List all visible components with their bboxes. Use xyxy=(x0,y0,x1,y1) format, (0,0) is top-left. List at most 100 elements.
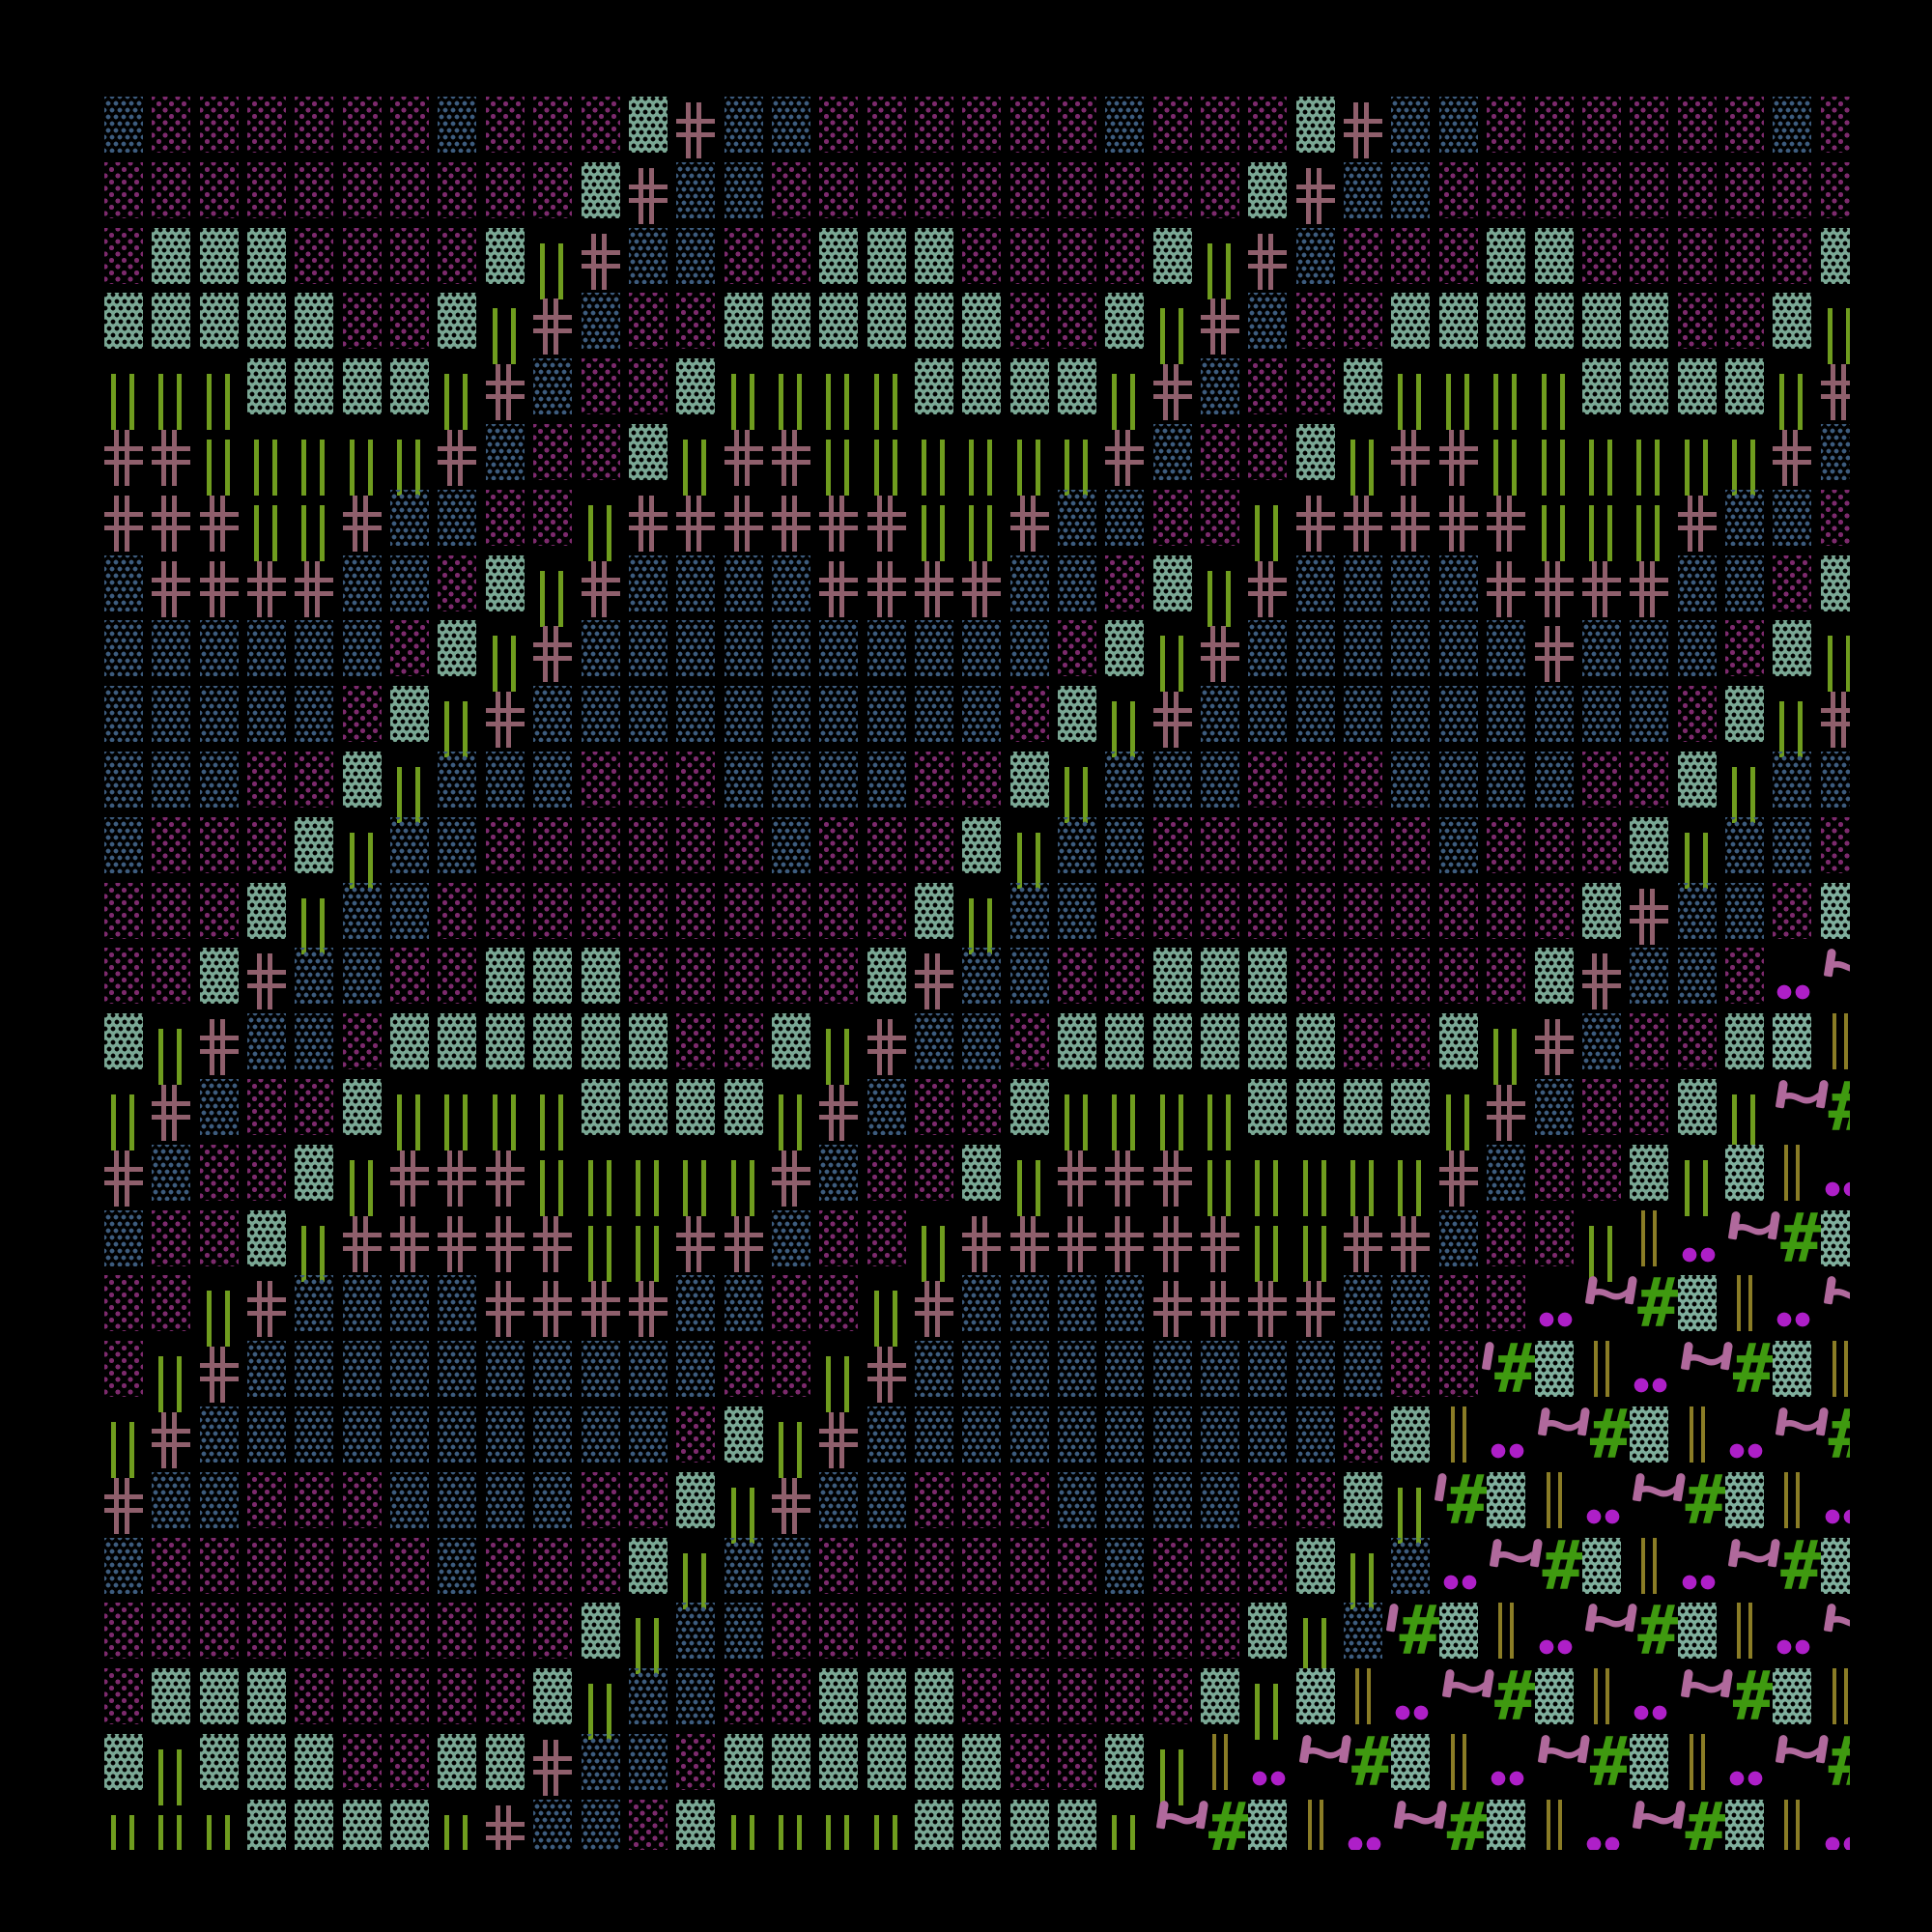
texture-cell-teal-dark-shade xyxy=(676,1799,716,1850)
texture-cell-teal-dark-shade xyxy=(771,1734,810,1790)
texture-cell-purple-light-shade xyxy=(438,161,477,218)
texture-cell-purple-light-shade xyxy=(1630,97,1669,153)
texture-cell-green-double-bar xyxy=(438,1094,477,1151)
tilde-icon: ~ xyxy=(1726,1181,1775,1272)
texture-cell-rose-double-cross xyxy=(485,692,525,749)
texture-cell-green-double-bar xyxy=(1581,504,1621,561)
texture-cell-teal-dark-shade xyxy=(1630,358,1669,415)
texture-cell-blue-medium-shade xyxy=(581,1406,620,1463)
texture-cell-rose-double-cross xyxy=(1201,298,1240,355)
texture-cell-purple-light-shade xyxy=(581,816,620,873)
texture-cell-rose-double-cross xyxy=(1248,1281,1288,1338)
texture-cell-blue-medium-shade xyxy=(438,1406,477,1463)
texture-cell-purple-light-shade xyxy=(247,1603,287,1660)
texture-cell-purple-light-shade xyxy=(819,161,859,218)
texture-cell-purple-light-shade xyxy=(676,1734,716,1790)
texture-cell-rose-double-cross xyxy=(152,1085,191,1141)
texture-cell-purple-light-shade xyxy=(1677,227,1717,284)
texture-cell-teal-dark-shade xyxy=(914,1799,953,1850)
texture-cell-blue-medium-shade xyxy=(1344,1603,1383,1660)
texture-cell-purple-light-shade xyxy=(1581,752,1621,808)
texture-cell-purple-light-shade xyxy=(247,1144,287,1201)
texture-cell-purple-light-shade xyxy=(914,161,953,218)
hash-icon: # xyxy=(1589,1395,1631,1474)
hash-icon: # xyxy=(1732,1657,1775,1737)
texture-cell-teal-dark-shade xyxy=(962,358,1002,415)
texture-cell-teal-dark-shade xyxy=(247,1209,287,1266)
texture-cell-purple-light-shade xyxy=(438,554,477,611)
texture-pattern-frame: ~~#~#~#~#~#~#~##~#~#~##~#~~#~#~#~#~#~#~#… xyxy=(82,82,1850,1850)
texture-cell-purple-light-shade xyxy=(1009,293,1049,350)
texture-cell-rose-double-cross xyxy=(485,1804,525,1850)
texture-cell-apostrophe-hash: # xyxy=(1577,1401,1631,1468)
texture-cell-olive-double-bar xyxy=(1438,1734,1478,1790)
texture-cell-purple-light-shade xyxy=(628,882,668,939)
texture-cell-blue-medium-shade xyxy=(962,1013,1002,1070)
texture-cell-apostrophe-hash: # xyxy=(1672,1794,1726,1850)
texture-cell-rose-double-cross xyxy=(1534,626,1574,683)
texture-cell-blue-medium-shade xyxy=(390,1471,430,1528)
texture-cell-olive-double-bar xyxy=(1581,1341,1621,1398)
hash-icon: # xyxy=(1829,1401,1850,1468)
texture-cell-green-double-bar xyxy=(152,1749,191,1805)
texture-cell-green-double-bar xyxy=(199,440,239,496)
texture-cell-blue-medium-shade xyxy=(199,1406,239,1463)
texture-cell-blue-medium-shade xyxy=(390,816,430,873)
texture-cell-teal-dark-shade xyxy=(581,948,620,1005)
texture-cell-blue-medium-shade xyxy=(1773,489,1812,546)
texture-cell-teal-dark-shade xyxy=(533,1013,573,1070)
texture-cell-teal-dark-shade xyxy=(342,752,382,808)
texture-cell-green-double-bar xyxy=(1105,1814,1145,1850)
texture-cell-blue-medium-shade xyxy=(1009,554,1049,611)
texture-cell-green-double-bar xyxy=(1058,767,1096,823)
texture-cell-teal-checker-small xyxy=(1391,1734,1431,1790)
texture-cell-purple-light-shade xyxy=(199,1537,239,1594)
texture-cell-teal-dark-shade xyxy=(390,1013,430,1070)
texture-cell-blue-medium-shade xyxy=(342,554,382,611)
texture-cell-rose-double-cross xyxy=(867,1019,906,1076)
texture-cell-rose-double-cross xyxy=(438,430,477,486)
texture-cell-blue-medium-shade xyxy=(962,1341,1002,1398)
texture-cell-teal-dark-shade xyxy=(1630,816,1669,873)
texture-cell-teal-checker-small xyxy=(1487,1799,1526,1850)
texture-cell-blue-medium-shade xyxy=(390,554,430,611)
texture-cell-teal-dark-shade xyxy=(1677,358,1717,415)
texture-cell-purple-light-shade xyxy=(581,358,620,415)
apostrophe-icon xyxy=(1434,1472,1448,1502)
texture-cell-purple-light-shade xyxy=(1248,1471,1288,1528)
texture-cell-teal-dark-shade xyxy=(295,358,334,415)
tilde-icon: ~ xyxy=(1679,1640,1726,1731)
hash-icon: # xyxy=(1589,1722,1631,1802)
hash-icon: # xyxy=(1685,1460,1726,1540)
texture-cell-purple-light-shade xyxy=(1724,161,1764,218)
texture-cell-blue-medium-shade xyxy=(867,1471,906,1528)
texture-cell-purple-light-shade xyxy=(1058,97,1096,153)
texture-cell-purple-light-shade xyxy=(295,97,334,153)
texture-cell-green-double-bar xyxy=(1487,374,1526,431)
texture-cell-purple-light-shade xyxy=(1487,161,1526,218)
texture-cell-blue-medium-shade xyxy=(1105,752,1145,808)
texture-cell-teal-checker-small xyxy=(1773,1013,1812,1070)
texture-cell-purple-light-shade xyxy=(724,1668,763,1725)
texture-cell-rose-double-cross xyxy=(533,626,573,683)
texture-cell-purple-light-shade xyxy=(1344,227,1383,284)
hash-icon: # xyxy=(1399,1591,1440,1671)
texture-cell-rose-double-cross xyxy=(1773,430,1812,486)
texture-cell-rose-double-cross xyxy=(533,298,573,355)
texture-cell-green-double-bar xyxy=(1344,1159,1383,1216)
texture-cell-green-double-bar xyxy=(1534,440,1574,496)
texture-cell-purple-light-shade xyxy=(581,97,620,153)
texture-cell-purple-light-shade xyxy=(1630,161,1669,218)
texture-cell-purple-light-shade xyxy=(914,1471,953,1528)
texture-cell-teal-dark-shade xyxy=(342,1079,382,1135)
texture-cell-teal-checker-small xyxy=(1630,1406,1669,1463)
texture-cell-blue-medium-shade xyxy=(533,1406,573,1463)
texture-cell-magenta-double-dot xyxy=(1391,1668,1431,1725)
texture-cell-teal-checker-small xyxy=(1534,1341,1574,1398)
texture-cell-green-double-bar xyxy=(819,1356,859,1413)
texture-cell-magenta-double-dot xyxy=(1677,1537,1717,1594)
texture-cell-purple-light-shade xyxy=(533,424,573,480)
texture-cell-blue-medium-shade xyxy=(1152,1406,1192,1463)
texture-cell-blue-medium-shade xyxy=(247,620,287,677)
texture-cell-rose-double-cross xyxy=(247,560,287,617)
